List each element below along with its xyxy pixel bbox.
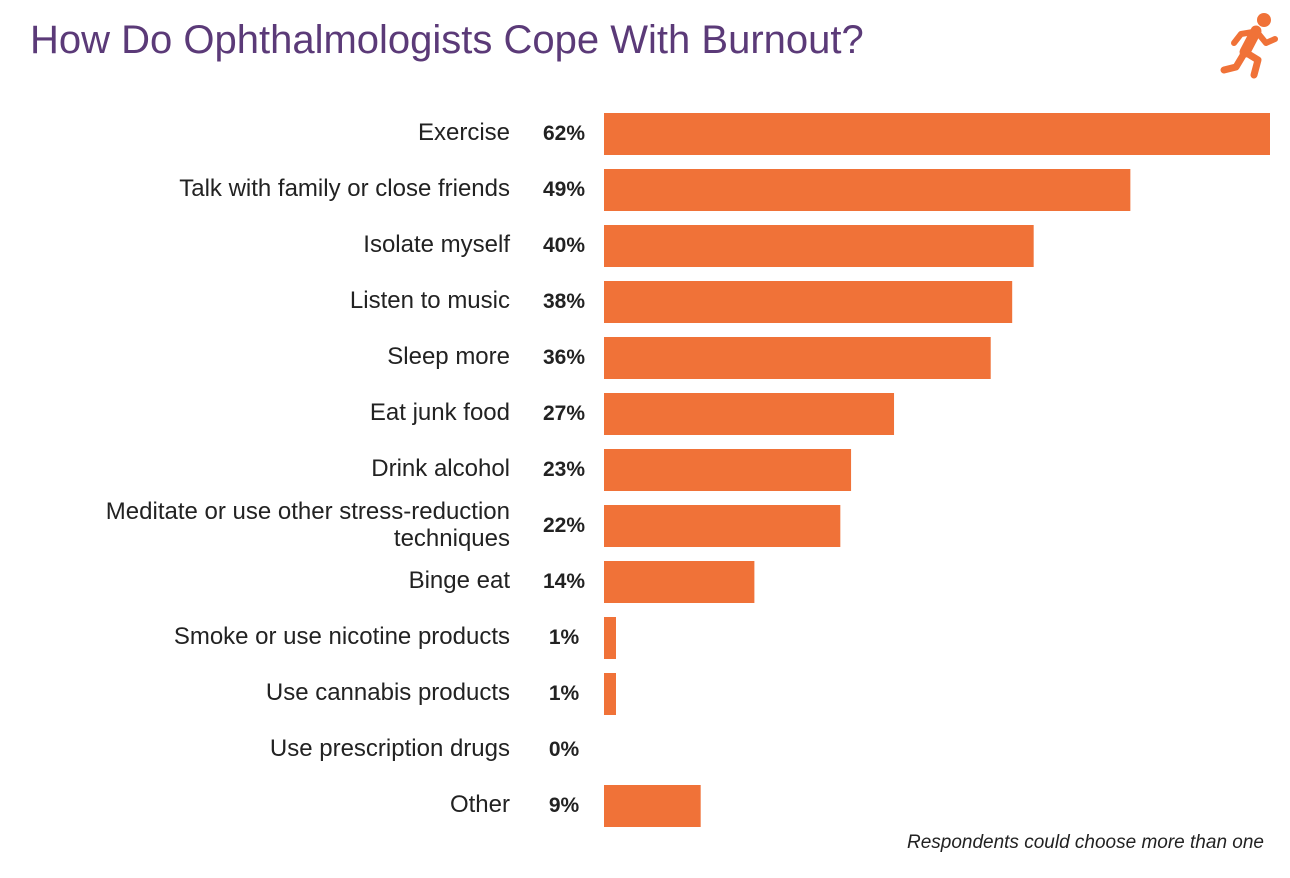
value-label: 0% bbox=[549, 738, 580, 761]
bar bbox=[604, 113, 1270, 155]
category-label: Exercise bbox=[418, 119, 510, 146]
bar bbox=[604, 337, 991, 379]
category-label: Other bbox=[450, 791, 510, 818]
value-label: 40% bbox=[543, 234, 585, 257]
value-label: 1% bbox=[549, 682, 580, 705]
category-label: Use cannabis products bbox=[266, 679, 510, 706]
category-label: Meditate or use other stress-reduction te… bbox=[106, 498, 510, 552]
bar bbox=[604, 505, 841, 547]
category-label: Use prescription drugs bbox=[270, 735, 510, 762]
value-label: 22% bbox=[543, 514, 585, 537]
bar bbox=[604, 561, 755, 603]
value-label: 23% bbox=[543, 458, 585, 481]
chart-title: How Do Ophthalmologists Cope With Burnou… bbox=[30, 18, 864, 62]
category-label: Sleep more bbox=[387, 343, 510, 370]
value-label: 1% bbox=[549, 626, 580, 649]
value-label: 9% bbox=[549, 794, 580, 817]
value-label: 49% bbox=[543, 178, 585, 201]
value-label: 27% bbox=[543, 402, 585, 425]
category-label: Eat junk food bbox=[370, 399, 510, 426]
bar bbox=[604, 225, 1034, 267]
category-label: Talk with family or close friends bbox=[179, 175, 510, 202]
value-label: 62% bbox=[543, 122, 585, 145]
category-label: Drink alcohol bbox=[371, 455, 510, 482]
bar bbox=[604, 785, 701, 827]
category-label: Binge eat bbox=[409, 567, 511, 594]
category-label: Smoke or use nicotine products bbox=[174, 623, 510, 650]
value-label: 38% bbox=[543, 290, 585, 313]
bar bbox=[604, 449, 852, 491]
bar bbox=[604, 673, 616, 715]
running-person-icon bbox=[1220, 13, 1278, 79]
footnote: Respondents could choose more than one bbox=[906, 832, 1264, 853]
value-label: 36% bbox=[543, 346, 585, 369]
category-label: Listen to music bbox=[350, 287, 510, 314]
value-label: 14% bbox=[543, 570, 585, 593]
category-label: Isolate myself bbox=[363, 231, 510, 258]
bar bbox=[604, 393, 895, 435]
bar bbox=[604, 281, 1013, 323]
bar bbox=[604, 169, 1131, 211]
bar bbox=[604, 617, 616, 659]
